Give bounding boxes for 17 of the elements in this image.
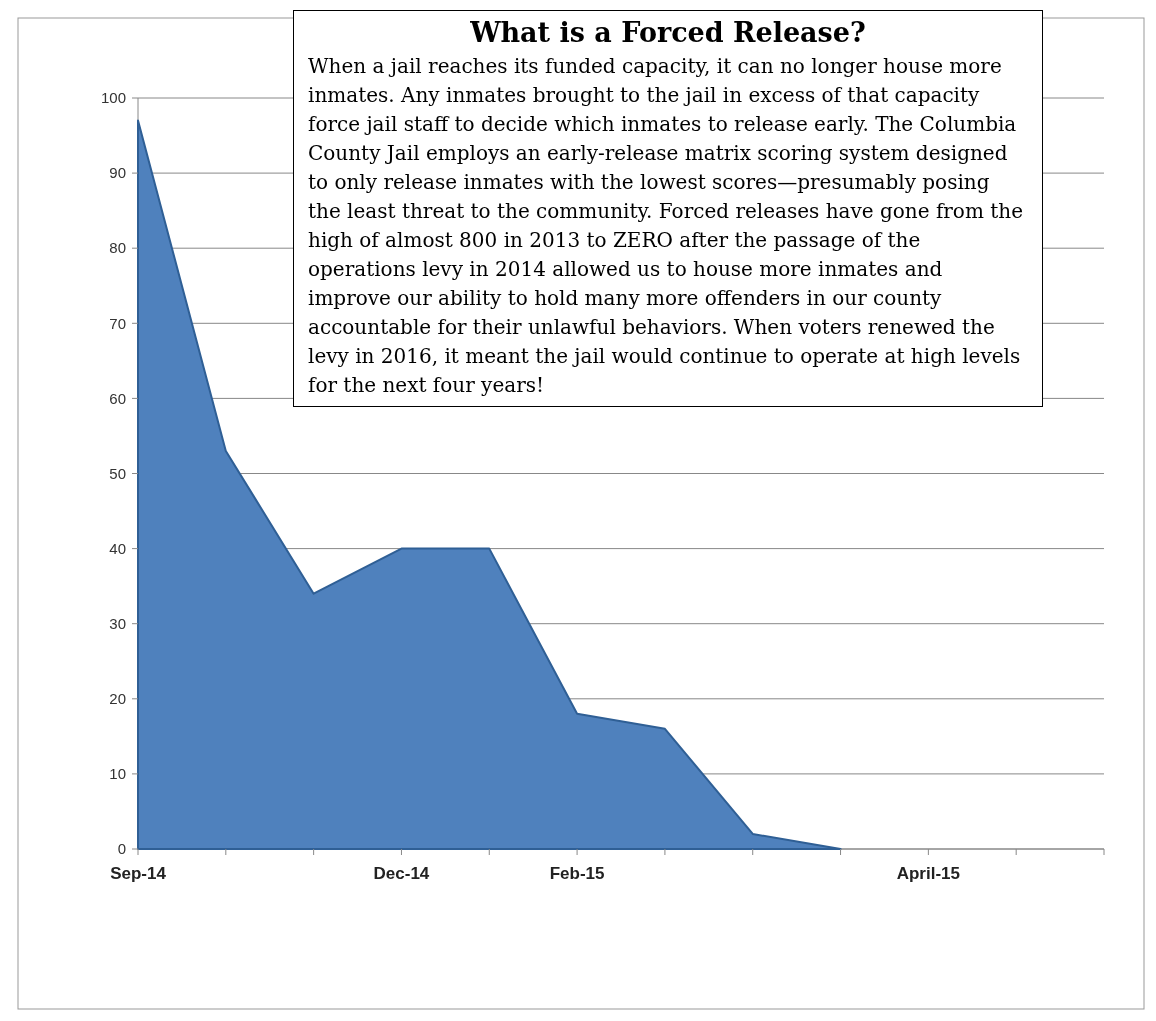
y-tick-label: 40	[109, 539, 126, 557]
x-tick-label: Sep-14	[110, 864, 167, 883]
y-tick-label: 100	[100, 89, 126, 107]
x-tick-label: Feb-15	[549, 864, 605, 883]
x-tick-label: Dec-14	[373, 864, 430, 883]
text: When a jail reaches its funded capacity, it can no longer house more inmates. Any inmates brought to the jail in excess of that capacity force jail staff to decide which inmates to release early. The Columbia County Jail employs an early-release matrix scoring system designed to only release inmates with the lowest scores—presumably posing the least threat to the community. Forced releases have gone from the high of almost 800 in 2013 to ZERO after the passage of the operations levy in 2014 allowed us to house more inmates and improve our ability to hold many more offenders in our county accountable for their unlawful behaviors. When voters renewed the levy in 2016, it meant the jail would continue to operate at high levels for the next four years!	[308, 54, 1023, 397]
y-tick-label: 10	[109, 765, 126, 783]
y-tick-label: 50	[109, 464, 126, 482]
chart-title: What is a Forced Release?	[469, 17, 867, 48]
y-tick-label: 30	[109, 614, 126, 632]
y-tick-label: 0	[117, 840, 126, 858]
y-tick-label: 60	[109, 389, 126, 407]
x-tick-label: April-15	[896, 864, 961, 883]
y-tick-label: 20	[109, 690, 126, 708]
y-tick-label: 80	[109, 239, 126, 257]
y-tick-label: 70	[109, 314, 126, 332]
y-tick-label: 90	[109, 164, 126, 182]
